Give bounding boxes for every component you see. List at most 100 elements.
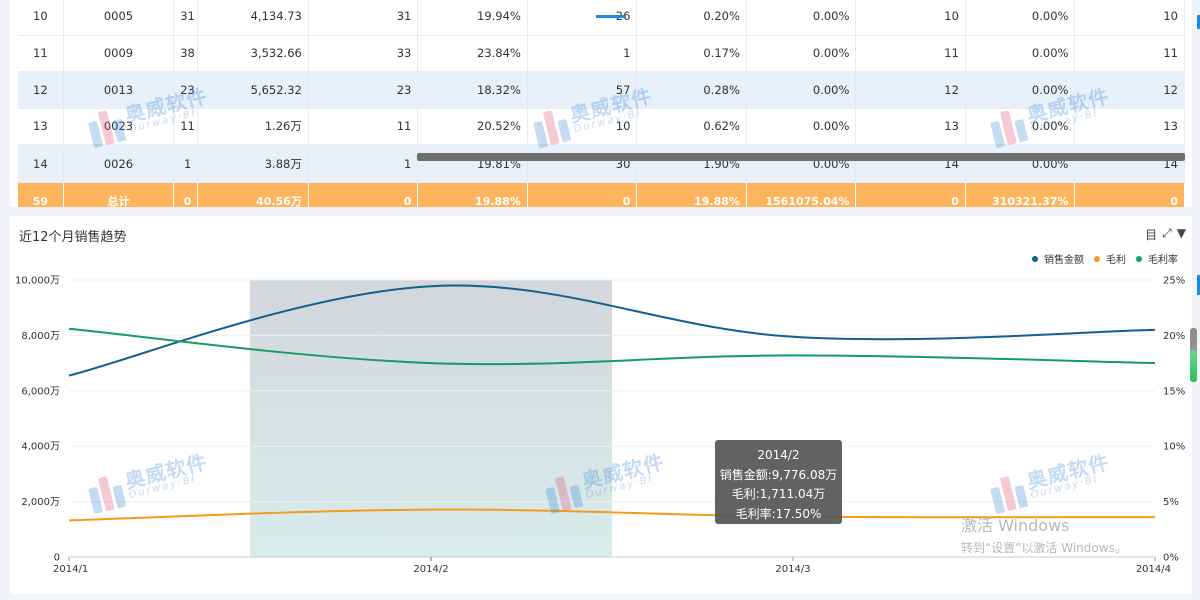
legend-label-gross-profit: 毛利	[1106, 255, 1126, 266]
y-left-tick-label: 8,000万	[21, 331, 60, 342]
x-tick-label: 2014/4	[1136, 564, 1171, 575]
page-marker-middle	[1197, 275, 1200, 295]
table-cell: 0.00%	[965, 35, 1076, 72]
table-cell: 0	[527, 182, 638, 207]
legend-dot-sales	[1032, 255, 1038, 262]
y-left-tick-label: 10,000万	[15, 276, 60, 287]
y-right-tick-label: 20%	[1163, 331, 1185, 342]
table-cell: 13	[1074, 108, 1185, 145]
x-tick-label: 2014/2	[413, 564, 448, 575]
data-table: 100005314,134.733119.94%260.20%0.00%100.…	[18, 0, 1185, 207]
table-cell: 19.81%	[417, 144, 528, 183]
table-cell: 11	[855, 35, 966, 72]
table-cell: 23	[308, 71, 419, 109]
table-cell: 0.00%	[746, 108, 857, 145]
table-cell: 0.00%	[746, 35, 857, 72]
table-row[interactable]: 100005314,134.733119.94%260.20%0.00%100.…	[18, 0, 1185, 35]
selection-marker	[596, 15, 626, 18]
table-cell: 14	[1074, 144, 1185, 183]
table-cell: 23	[173, 71, 199, 109]
table-cell: 0.00%	[965, 71, 1076, 109]
table-row[interactable]: 12 0013 23 5,652.32 23 18.32% 57 0.28% 0.00% 12 0.…	[18, 71, 1185, 109]
table-cell: 23.84%	[417, 35, 528, 72]
expand-icon[interactable]: ⤢	[1162, 226, 1172, 240]
table-cell: 10	[1074, 0, 1185, 35]
legend-dot-gross-profit	[1094, 255, 1100, 262]
table-cell: 0	[1074, 182, 1185, 207]
legend-item-gross-profit[interactable]: 毛利	[1094, 251, 1126, 266]
table-cell: 10	[18, 0, 64, 35]
data-table-panel: 100005314,134.733119.94%260.20%0.00%100.…	[10, 0, 1192, 207]
table-cell: 0026	[63, 144, 175, 183]
table-cell: 59	[18, 182, 64, 207]
legend-item-margin[interactable]: 毛利率	[1136, 251, 1178, 266]
table-cell: 10	[855, 0, 966, 35]
table-cell: 0.00%	[965, 108, 1076, 145]
table-total-row[interactable]: 59 总计 0 40.56万 0 19.88% 0 19.88% 1561075.04% 0 310…	[18, 182, 1185, 207]
x-tick-label: 2014/1	[53, 564, 88, 575]
legend-dot-margin	[1136, 255, 1142, 262]
hover-band	[250, 280, 612, 557]
series-line-0	[68, 284, 1156, 377]
table-cell: 4,134.73	[197, 0, 309, 35]
table-cell: 13	[18, 108, 64, 145]
table-cell: 12	[1074, 71, 1185, 109]
filter-icon[interactable]: ▼	[1176, 226, 1186, 240]
table-cell: 11	[1074, 35, 1185, 72]
table-cell: 0	[855, 182, 966, 207]
table-cell: 0	[308, 182, 419, 207]
table-cell: 11	[308, 108, 419, 145]
legend-label-sales: 销售金额	[1044, 255, 1084, 266]
series-line-2	[68, 327, 1156, 366]
table-cell: 38	[173, 35, 199, 72]
table-cell: 0	[173, 182, 199, 207]
table-view-icon[interactable]: 目	[1145, 228, 1158, 242]
table-cell: 0.62%	[636, 108, 747, 145]
tooltip-gross-profit: 毛利:1,711.04万	[731, 487, 826, 501]
tooltip-margin: 毛利率:17.50%	[735, 506, 822, 521]
y-right-tick-label: 15%	[1163, 386, 1185, 397]
table-cell: 总计	[63, 182, 175, 207]
chart-title: 近12个月销售趋势	[19, 230, 127, 245]
table-row[interactable]: 13 0023 11 1.26万 11 20.52% 10 0.62% 0.00% 13 0.00%…	[18, 108, 1185, 145]
table-cell: 3.88万	[197, 144, 309, 183]
table-cell: 13	[855, 108, 966, 145]
table-row[interactable]: 14 0026 1 3.88万 1 19.81% 30 1.90% 0.00% 14 0.00% 14	[18, 144, 1185, 183]
page-marker-top	[1197, 15, 1200, 29]
y-left-tick-label: 4,000万	[21, 442, 60, 453]
table-cell: 1.26万	[197, 108, 309, 145]
table-cell: 1561075.04%	[746, 182, 857, 207]
page-scrollbar-indicator	[1190, 350, 1197, 382]
y-right-tick-label: 5%	[1163, 497, 1179, 508]
legend-item-sales[interactable]: 销售金额	[1032, 251, 1084, 266]
trend-line-chart[interactable]: 0 0% 2,000万 5% 4,000万 10% 6,000万 15% 8,000万 20% 10…	[10, 216, 1192, 594]
page-scroll-track[interactable]	[1196, 0, 1200, 600]
x-tick-label: 2014/3	[775, 564, 810, 575]
table-cell: 1.90%	[636, 144, 747, 183]
y-right-tick-label: 0%	[1163, 553, 1179, 564]
horizontal-scrollbar[interactable]	[417, 153, 1185, 161]
chart-tooltip: 2014/2 销售金额:9,776.08万 毛利:1,711.04万 毛利率:1…	[715, 440, 842, 524]
table-cell: 11	[18, 35, 64, 72]
table-cell: 33	[308, 35, 419, 72]
table-cell: 19.88%	[636, 182, 747, 207]
table-cell: 0009	[63, 35, 175, 72]
table-row[interactable]: 11 0009 38 3,532.66 33 23.84% 1 0.17% 0.00% 11 0.0…	[18, 35, 1185, 72]
table-cell: 30	[527, 144, 638, 183]
table-cell: 14	[18, 144, 64, 183]
table-cell: 12	[18, 71, 64, 109]
table-cell: 0.00%	[746, 71, 857, 109]
legend-label-margin: 毛利率	[1148, 255, 1178, 266]
table-cell: 0013	[63, 71, 175, 109]
y-right-tick-label: 25%	[1163, 276, 1185, 287]
table-cell: 31	[308, 0, 419, 35]
table-cell: 1	[308, 144, 419, 183]
table-cell: 0.20%	[636, 0, 747, 35]
table-cell: 20.52%	[417, 108, 528, 145]
table-cell: 1	[173, 144, 199, 183]
chart-toolbar: 目 ⤢ ▼	[1145, 226, 1186, 243]
y-left-tick-label: 0	[54, 553, 60, 564]
table-cell: 19.88%	[417, 182, 528, 207]
table-cell: 0.00%	[965, 144, 1076, 183]
tooltip-title: 2014/2	[757, 448, 800, 462]
